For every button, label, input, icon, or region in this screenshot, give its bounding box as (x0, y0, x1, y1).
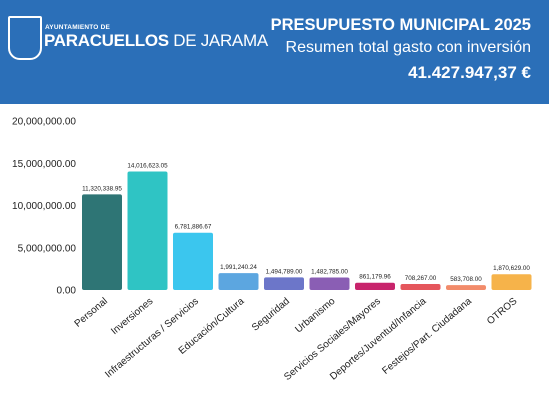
value-label: 1,991,240.24 (220, 264, 257, 271)
bars (82, 171, 532, 290)
bar-chart: 0.00 5,000,000.00 10,000,000.00 15,000,000.… (12, 117, 532, 383)
bar-4 (264, 277, 304, 290)
y-tick-label: 10,000,000.00 (12, 201, 76, 212)
bar-8 (446, 285, 486, 290)
page-title: PRESUPUESTO MUNICIPAL 2025 (270, 16, 531, 34)
bar-5 (309, 277, 350, 290)
y-tick-label: 5,000,000.00 (18, 243, 77, 254)
x-tick-label: Urbanismo (293, 296, 337, 336)
bar-7 (400, 284, 441, 290)
bar-3 (218, 273, 259, 290)
page-subtitle: Resumen total gasto con inversión (285, 39, 531, 56)
bar-6 (355, 282, 395, 290)
header-banner: AYUNTAMIENTO DE PARACUELLOS DE JARAMA PR… (0, 0, 549, 104)
x-tick-label: Seguridad (250, 296, 292, 334)
y-tick-label: 15,000,000.00 (12, 159, 76, 170)
value-label: 1,482,785.00 (311, 268, 348, 275)
x-tick-label: Deportes/Juventud/Infancia (328, 296, 429, 383)
x-tick-label: Festejos/Part. Ciudadana (380, 296, 474, 377)
bar-2 (173, 232, 213, 290)
x-tick-label: Personal (73, 296, 110, 330)
bar-9 (491, 274, 532, 290)
y-tick-label: 20,000,000.00 (12, 117, 76, 128)
value-label: 583,708.00 (450, 276, 482, 283)
coat-of-arms-icon (8, 16, 42, 60)
y-axis: 0.00 5,000,000.00 10,000,000.00 15,000,000.… (12, 117, 76, 297)
logo-small-text: AYUNTAMIENTO DE (45, 24, 110, 31)
bar-0 (82, 194, 122, 290)
logo-main-word2: DE JARAMA (173, 31, 268, 50)
value-label: 708,267.00 (405, 275, 437, 282)
logo-main-word: PARACUELLOS (44, 31, 169, 50)
logo-main-text: PARACUELLOS DE JARAMA (44, 31, 268, 51)
value-label: 6,781,886.67 (175, 224, 212, 231)
x-tick-label: Inversiones (109, 296, 155, 337)
bar-1 (127, 171, 168, 290)
value-label: 11,320,338.95 (82, 185, 122, 192)
total-amount: 41.427.947,37 € (408, 63, 531, 82)
value-label: 861,179.96 (359, 274, 391, 281)
value-label: 1,870,629.00 (493, 265, 530, 272)
x-tick-label: Infraestructuras / Servicios (103, 296, 201, 381)
value-label: 14,016,623.05 (127, 163, 168, 170)
y-tick-label: 0.00 (57, 286, 77, 297)
value-labels: 11,320,338.95 14,016,623.05 6,781,886.67 1,… (82, 163, 530, 284)
value-label: 1,494,789.00 (266, 268, 303, 275)
x-tick-label: OTROS (485, 296, 520, 327)
